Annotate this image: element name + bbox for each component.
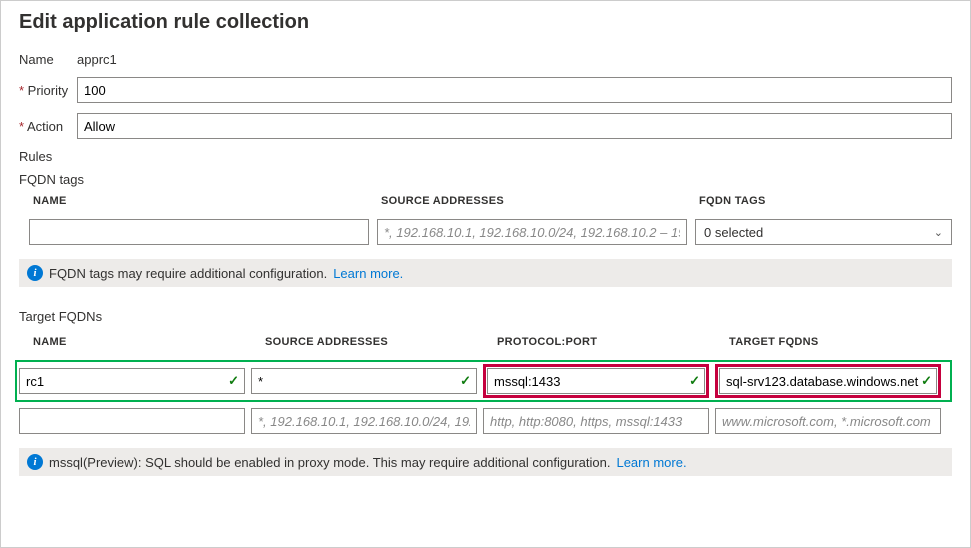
fqdn-tags-header: NAME SOURCE ADDRESSES FQDN TAGS — [19, 189, 952, 213]
fqdn-tags-select[interactable]: 0 selected ⌄ — [695, 219, 952, 245]
action-label: Action — [19, 119, 77, 134]
target-info-text: mssql(Preview): SQL should be enabled in… — [49, 455, 610, 470]
edit-rule-panel: Edit application rule collection Name ap… — [0, 0, 971, 548]
page-title: Edit application rule collection — [19, 1, 952, 52]
col-tsource: SOURCE ADDRESSES — [261, 330, 487, 354]
info-icon: i — [27, 265, 43, 281]
target-learn-more-link[interactable]: Learn more. — [616, 455, 686, 470]
target-row-blank — [19, 408, 952, 434]
tsource-blank-input[interactable] — [251, 408, 477, 434]
col-tname: NAME — [29, 330, 255, 354]
ttarget-wrap: ✓ — [715, 364, 941, 398]
col-fqdntags: FQDN TAGS — [695, 189, 952, 213]
fqdn-source-input[interactable] — [377, 219, 687, 245]
ttarget-blank-input[interactable] — [715, 408, 941, 434]
priority-input[interactable] — [77, 77, 952, 103]
priority-label: Priority — [19, 83, 77, 98]
chevron-down-icon: ⌄ — [934, 226, 943, 239]
fqdn-info-bar: i FQDN tags may require additional confi… — [19, 259, 952, 287]
tsource-wrap: ✓ — [251, 368, 477, 394]
tprotocol-blank-input[interactable] — [483, 408, 709, 434]
fqdn-learn-more-link[interactable]: Learn more. — [333, 266, 403, 281]
tsource-input[interactable] — [251, 368, 477, 394]
tprotocol-wrap: ✓ — [483, 364, 709, 398]
action-input[interactable] — [77, 113, 952, 139]
target-fqdns-label: Target FQDNs — [19, 309, 952, 324]
rules-label: Rules — [19, 149, 952, 164]
tname-input[interactable] — [19, 368, 245, 394]
target-info-bar: i mssql(Preview): SQL should be enabled … — [19, 448, 952, 476]
target-row-filled: ✓ ✓ ✓ ✓ — [15, 360, 952, 402]
target-header: NAME SOURCE ADDRESSES PROTOCOL:PORT TARG… — [19, 330, 952, 354]
tname-blank-input[interactable] — [19, 408, 245, 434]
col-name: NAME — [29, 189, 369, 213]
fqdn-tags-selected: 0 selected — [704, 225, 763, 240]
ttarget-input[interactable] — [719, 368, 937, 394]
info-icon: i — [27, 454, 43, 470]
col-ttarget: TARGET FQDNS — [725, 330, 951, 354]
fqdn-info-text: FQDN tags may require additional configu… — [49, 266, 327, 281]
fqdn-name-input[interactable] — [29, 219, 369, 245]
tname-wrap: ✓ — [19, 368, 245, 394]
col-tprotocol: PROTOCOL:PORT — [493, 330, 719, 354]
name-row: Name apprc1 — [19, 52, 952, 67]
action-row: Action — [19, 113, 952, 139]
fqdn-tags-label: FQDN tags — [19, 172, 952, 187]
tprotocol-input[interactable] — [487, 368, 705, 394]
name-value: apprc1 — [77, 52, 952, 67]
col-source: SOURCE ADDRESSES — [377, 189, 687, 213]
fqdn-tags-row: 0 selected ⌄ — [19, 219, 952, 245]
name-label: Name — [19, 52, 77, 67]
priority-row: Priority — [19, 77, 952, 103]
